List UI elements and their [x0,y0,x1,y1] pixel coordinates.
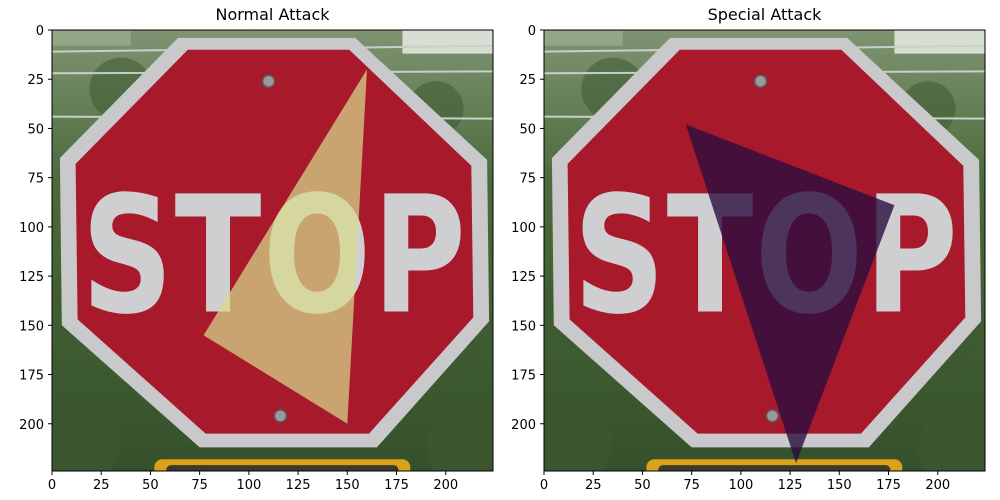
y-tick-label: 150 [19,319,44,334]
x-tick-label: 125 [778,478,803,493]
y-tick-label: 75 [519,172,536,187]
panel-title: Special Attack [708,5,823,24]
x-tick-label: 200 [925,478,950,493]
foliage-blob [426,408,493,471]
x-tick-label: 100 [728,478,753,493]
x-tick-label: 175 [876,478,901,493]
yellow-bar-inner [658,465,891,471]
yellow-bar-inner [166,465,399,471]
bolt [753,74,768,88]
y-tick-label: 25 [519,73,536,88]
y-tick-label: 200 [511,418,536,433]
sky-patch [894,30,985,54]
x-tick-label: 0 [540,478,548,493]
x-tick-label: 50 [634,478,651,493]
y-tick-label: 50 [519,122,536,137]
y-tick-label: 175 [511,369,536,384]
bolt [273,409,288,423]
y-tick-label: 0 [36,24,44,39]
sky-patch [544,30,623,46]
x-tick-label: 0 [48,478,56,493]
foliage-blob [544,404,613,471]
x-tick-label: 200 [433,478,458,493]
axes-frame [51,29,494,472]
image-panel-left: STOP [52,30,493,471]
bolt [261,74,276,88]
x-tick-label: 125 [286,478,311,493]
bolt [765,409,780,423]
y-tick-label: 100 [19,221,44,236]
adversarial-patch [685,124,895,464]
x-tick-label: 100 [236,478,261,493]
adversarial-patch [203,69,367,424]
y-tick-label: 175 [19,369,44,384]
y-tick-label: 100 [511,221,536,236]
y-tick-label: 125 [511,270,536,285]
x-tick-label: 50 [142,478,159,493]
y-tick-label: 50 [27,122,44,137]
y-tick-label: 150 [511,319,536,334]
foliage-blob [52,404,121,471]
x-tick-label: 25 [93,478,110,493]
y-tick-label: 75 [27,172,44,187]
x-tick-label: 175 [384,478,409,493]
image-panel-right: STOP [544,30,985,471]
x-tick-label: 150 [827,478,852,493]
y-tick-label: 25 [27,73,44,88]
foliage-blob [918,408,985,471]
sky-patch [52,30,131,46]
x-tick-label: 75 [683,478,700,493]
sky-patch [402,30,493,54]
x-tick-label: 75 [191,478,208,493]
x-tick-label: 150 [335,478,360,493]
axes-frame [543,29,986,472]
panel-title: Normal Attack [215,5,330,24]
y-tick-label: 125 [19,270,44,285]
y-tick-label: 200 [19,418,44,433]
y-tick-label: 0 [528,24,536,39]
x-tick-label: 25 [585,478,602,493]
